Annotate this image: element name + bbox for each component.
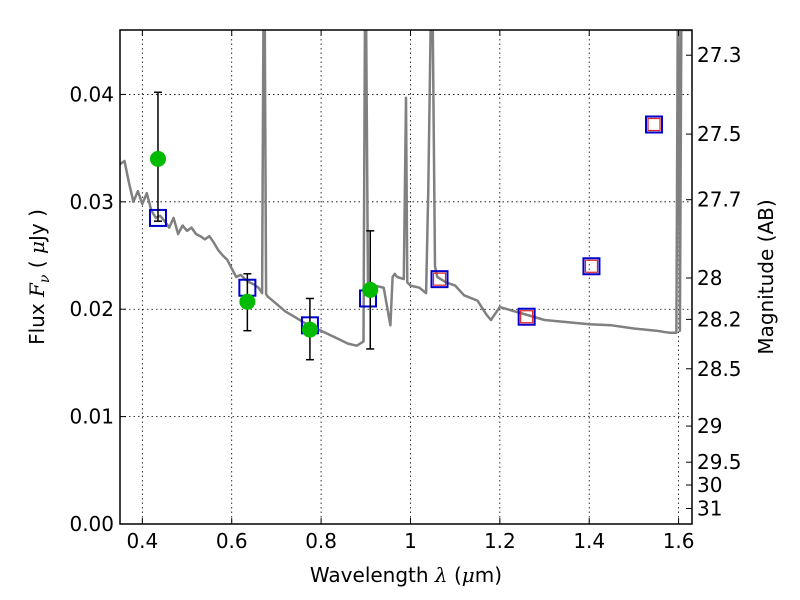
observed-flux-point <box>301 321 318 338</box>
plot-area <box>120 30 692 347</box>
x-axis-label: Wavelength λ (μm) <box>310 563 502 587</box>
inner-red-square <box>432 272 447 286</box>
y-tick-label: 0.03 <box>69 190 114 214</box>
y-tick-label: 0.02 <box>69 297 114 321</box>
inner-red-square <box>584 259 599 273</box>
y2-tick-label: 28.5 <box>697 357 742 381</box>
model-photometry-square <box>582 257 601 276</box>
observed-flux-point <box>239 293 256 310</box>
observed-flux-point <box>362 281 379 298</box>
y2-tick-label: 30 <box>697 473 722 497</box>
y2-tick-label: 28 <box>697 266 722 290</box>
sed-model-line <box>120 30 692 347</box>
y-tick-label: 0.01 <box>69 405 114 429</box>
x-tick-label: 0.4 <box>126 529 158 553</box>
inner-red-square <box>647 117 661 132</box>
observed-flux-point <box>149 150 166 167</box>
x-tick-label: 0.8 <box>305 529 337 553</box>
x-tick-label: 0.6 <box>216 529 248 553</box>
x-tick-label: 1.6 <box>663 529 695 553</box>
y2-tick-label: 27.5 <box>697 122 742 146</box>
y-axis-label: Flux Fν ( μJy ) <box>25 209 53 345</box>
y2-tick-label: 29.5 <box>697 450 742 474</box>
y2-tick-label: 31 <box>697 496 722 520</box>
ticks: 0.4 0.6 0.8 1 1.2 1.4 1.6 0.00 0.01 0.02 0.03 0.04 2… <box>69 30 742 553</box>
x-tick-label: 1 <box>404 529 417 553</box>
x-tick-label: 1.4 <box>573 529 605 553</box>
x-tick-label: 1.2 <box>484 529 516 553</box>
model-photometry-square <box>517 307 536 326</box>
y2-tick-label: 29 <box>697 414 722 438</box>
y2-axis-label: Magnitude (AB) <box>754 199 778 354</box>
y2-tick-label: 28.2 <box>697 307 742 331</box>
y2-tick-label: 27.3 <box>697 43 742 67</box>
model-photometry-square <box>645 115 664 134</box>
model-photometry-square <box>430 270 449 289</box>
y-tick-label: 0.04 <box>69 82 114 106</box>
y-tick-label: 0.00 <box>69 512 114 536</box>
plot-frame <box>119 29 693 525</box>
y2-tick-label: 27.7 <box>697 188 742 212</box>
marker-layer <box>148 91 664 361</box>
inner-red-square <box>520 310 534 324</box>
